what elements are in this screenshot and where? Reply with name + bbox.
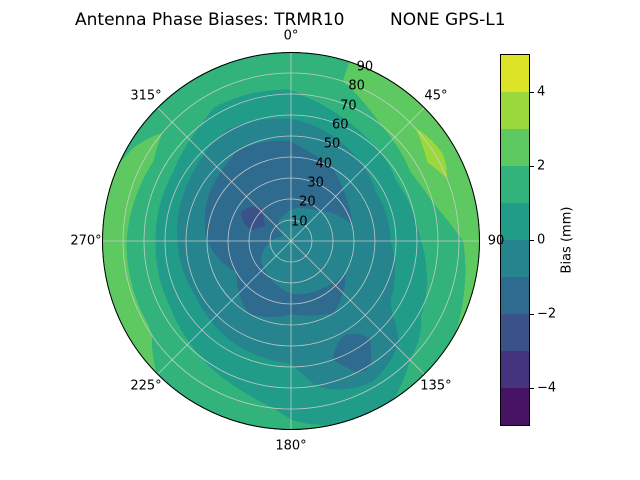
colorbar-axis-label: Bias (mm) bbox=[559, 206, 575, 274]
colorbar-tick-label--2: −2 bbox=[537, 306, 557, 322]
colorbar-tick-label-4: 4 bbox=[537, 84, 546, 100]
colorbar-tick-label-2: 2 bbox=[537, 158, 546, 174]
colorbar-tick bbox=[530, 91, 534, 93]
colorbar-tick bbox=[530, 313, 534, 315]
radial-tick-label-50: 50 bbox=[323, 136, 341, 152]
radial-tick-label-90: 90 bbox=[356, 59, 374, 75]
radial-tick-label-10: 10 bbox=[290, 214, 308, 230]
colorbar-tick bbox=[530, 239, 534, 241]
colorbar-tick bbox=[530, 165, 534, 167]
angular-tick-label-0: 0° bbox=[283, 28, 299, 44]
radial-tick-label-70: 70 bbox=[340, 98, 357, 114]
radial-tick-label-80: 80 bbox=[348, 78, 365, 94]
angular-tick-label-135: 135° bbox=[420, 378, 452, 394]
radial-tick-label-30: 30 bbox=[307, 175, 324, 191]
chart-subtitle: NONE GPS-L1 bbox=[390, 10, 506, 30]
angular-tick-label-180: 180° bbox=[275, 438, 307, 454]
radial-tick-label-40: 40 bbox=[315, 156, 333, 172]
radial-tick-label-60: 60 bbox=[331, 117, 349, 133]
colorbar-tick-label--4: −4 bbox=[537, 380, 557, 396]
angular-tick-label-90: 90 bbox=[487, 233, 505, 249]
polar-heatmap bbox=[101, 51, 481, 431]
angular-tick-label-315: 315° bbox=[130, 88, 162, 104]
angular-tick-label-270: 270° bbox=[70, 233, 102, 249]
angular-tick-label-45: 45° bbox=[424, 88, 448, 104]
colorbar bbox=[500, 54, 530, 426]
angular-tick-label-225: 225° bbox=[130, 378, 162, 394]
colorbar-tick-label-0: 0 bbox=[537, 232, 546, 248]
chart-title: Antenna Phase Biases: TRMR10 bbox=[75, 10, 345, 30]
radial-tick-label-20: 20 bbox=[299, 194, 316, 210]
colorbar-tick bbox=[530, 387, 534, 389]
